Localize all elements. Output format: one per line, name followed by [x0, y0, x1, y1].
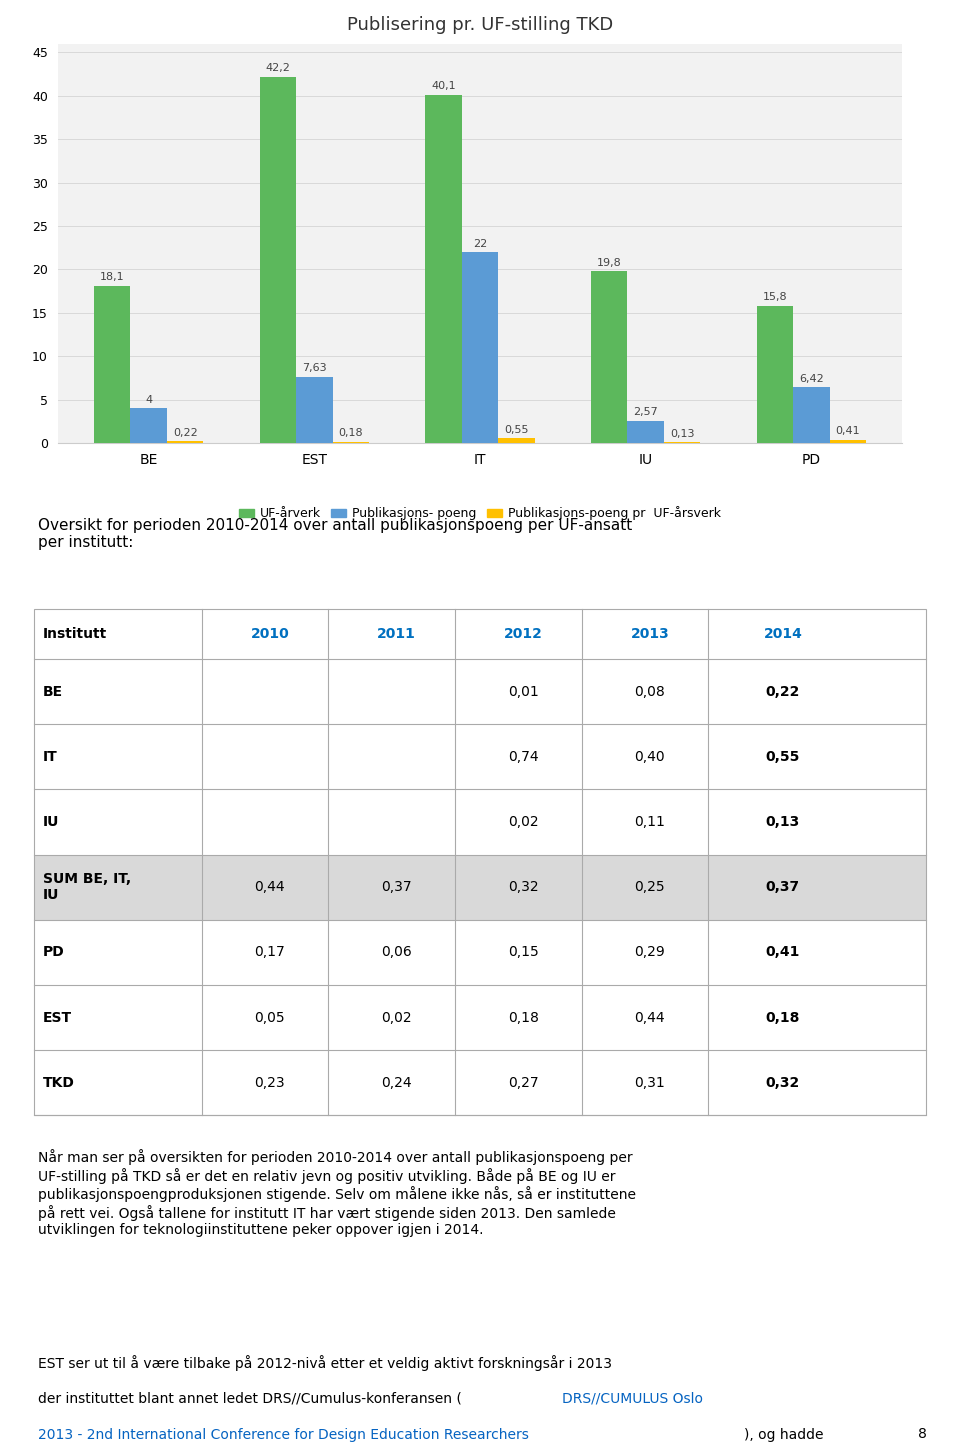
Text: 0,22: 0,22 [173, 427, 198, 437]
Text: SUM BE, IT,
IU: SUM BE, IT, IU [43, 872, 132, 902]
Bar [94, 286, 131, 443]
Text: Når man ser på oversikten for perioden 2010-2014 over antall publikasjonspoeng p: Når man ser på oversikten for perioden 2… [38, 1149, 636, 1237]
Text: IT: IT [43, 750, 58, 764]
Bar [425, 94, 462, 443]
Text: 7,63: 7,63 [302, 363, 326, 373]
Text: 0,15: 0,15 [508, 946, 539, 959]
Text: 0,55: 0,55 [766, 750, 800, 764]
Bar [260, 77, 296, 443]
Text: 0,55: 0,55 [504, 424, 529, 434]
Text: 2,57: 2,57 [634, 407, 658, 417]
Text: 0,37: 0,37 [766, 881, 800, 894]
Text: 0,31: 0,31 [635, 1075, 665, 1090]
Text: PD: PD [43, 946, 65, 959]
Text: 0,74: 0,74 [508, 750, 539, 764]
Bar [829, 440, 866, 443]
Text: Oversikt for perioden 2010-2014 over antall publikasjonspoeng per UF-ansatt
per : Oversikt for perioden 2010-2014 over ant… [38, 519, 633, 551]
Text: 0,02: 0,02 [508, 815, 539, 830]
Text: 0,02: 0,02 [381, 1011, 412, 1024]
Text: 0,18: 0,18 [766, 1011, 800, 1024]
Text: 2014: 2014 [763, 628, 803, 641]
Text: IU: IU [43, 815, 60, 830]
Text: 8: 8 [918, 1427, 926, 1441]
Text: TKD: TKD [43, 1075, 75, 1090]
Text: 2012: 2012 [504, 628, 542, 641]
Text: 0,25: 0,25 [635, 881, 665, 894]
Text: der instituttet blant annet ledet DRS//Cumulus-konferansen (: der instituttet blant annet ledet DRS//C… [38, 1392, 463, 1405]
Bar [591, 272, 628, 443]
Text: 2013: 2013 [631, 628, 669, 641]
Bar [34, 854, 926, 920]
Text: 0,23: 0,23 [254, 1075, 285, 1090]
Bar [131, 408, 167, 443]
Text: 15,8: 15,8 [762, 292, 787, 302]
Bar [296, 376, 332, 443]
Text: 0,32: 0,32 [766, 1075, 800, 1090]
Text: BE: BE [43, 684, 63, 699]
Text: 2011: 2011 [377, 628, 416, 641]
Text: 0,29: 0,29 [635, 946, 665, 959]
Text: 0,41: 0,41 [766, 946, 800, 959]
Text: 0,24: 0,24 [381, 1075, 412, 1090]
Text: 4: 4 [145, 395, 153, 405]
Text: 0,13: 0,13 [766, 815, 800, 830]
Text: 2013 - 2nd International Conference for Design Education Researchers: 2013 - 2nd International Conference for … [38, 1428, 529, 1441]
Text: 0,05: 0,05 [254, 1011, 285, 1024]
Bar [462, 251, 498, 443]
Bar [332, 442, 369, 443]
Text: 0,44: 0,44 [635, 1011, 665, 1024]
Text: 0,11: 0,11 [635, 815, 665, 830]
Text: 0,01: 0,01 [508, 684, 539, 699]
Text: 2010: 2010 [251, 628, 289, 641]
Bar [167, 442, 204, 443]
Text: 0,41: 0,41 [835, 426, 860, 436]
Bar [628, 421, 664, 443]
Bar [756, 307, 793, 443]
Bar [793, 388, 829, 443]
Bar [498, 439, 535, 443]
Text: 0,18: 0,18 [339, 429, 363, 439]
Text: EST ser ut til å være tilbake på 2012-nivå etter et veldig aktivt forskningsår i: EST ser ut til å være tilbake på 2012-ni… [38, 1356, 612, 1372]
Text: 22: 22 [473, 238, 487, 248]
Text: ), og hadde: ), og hadde [744, 1428, 824, 1441]
Text: 0,40: 0,40 [635, 750, 665, 764]
Text: Institutt: Institutt [43, 628, 108, 641]
Text: 40,1: 40,1 [431, 81, 456, 92]
Text: 0,17: 0,17 [254, 946, 285, 959]
Text: DRS//CUMULUS Oslo: DRS//CUMULUS Oslo [562, 1392, 703, 1405]
Text: 6,42: 6,42 [799, 373, 824, 384]
Text: 0,44: 0,44 [254, 881, 285, 894]
Text: 19,8: 19,8 [597, 257, 621, 267]
Text: 42,2: 42,2 [266, 62, 290, 73]
Text: 0,18: 0,18 [508, 1011, 539, 1024]
Text: EST: EST [43, 1011, 72, 1024]
Title: Publisering pr. UF-stilling TKD: Publisering pr. UF-stilling TKD [347, 16, 613, 33]
Bar [34, 609, 926, 1116]
Text: 0,32: 0,32 [508, 881, 539, 894]
Text: 0,13: 0,13 [670, 429, 694, 439]
Text: 0,27: 0,27 [508, 1075, 539, 1090]
Text: 0,22: 0,22 [766, 684, 800, 699]
Text: 18,1: 18,1 [100, 273, 125, 282]
Text: 0,37: 0,37 [381, 881, 412, 894]
Text: 0,06: 0,06 [381, 946, 412, 959]
Text: 0,08: 0,08 [635, 684, 665, 699]
Legend: UF-årverk, Publikasjons- poeng, Publikasjons-poeng pr  UF-årsverk: UF-årverk, Publikasjons- poeng, Publikas… [234, 501, 726, 526]
